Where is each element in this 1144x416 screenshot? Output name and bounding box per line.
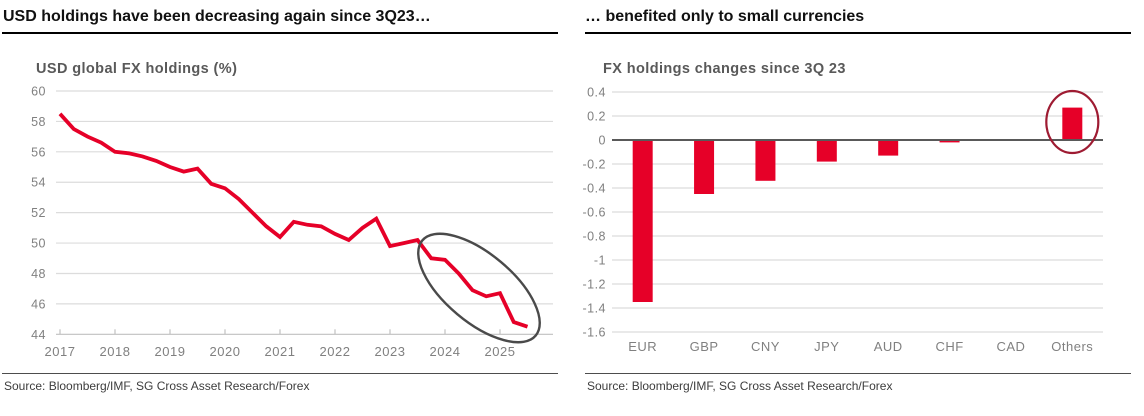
x-axis-category-label: GBP bbox=[690, 339, 719, 354]
y-axis-tick-label: 0.4 bbox=[587, 86, 606, 100]
right-chart-panel: … benefited only to small currencies FX … bbox=[572, 0, 1144, 416]
y-axis-tick-label: -0.8 bbox=[582, 230, 606, 244]
y-axis-tick-label: -1.6 bbox=[582, 326, 606, 340]
left-source-note: Source: Bloomberg/IMF, SG Cross Asset Re… bbox=[4, 379, 310, 393]
y-axis-tick-label: 0.2 bbox=[587, 110, 606, 124]
x-axis-tick-label: 2025 bbox=[485, 344, 516, 359]
x-axis-category-label: AUD bbox=[874, 339, 903, 354]
x-axis-category-label: CHF bbox=[935, 339, 963, 354]
x-axis-category-label: CAD bbox=[996, 339, 1025, 354]
usd-holdings-series-line bbox=[58, 112, 529, 329]
others-highlight-ellipse bbox=[1045, 89, 1100, 155]
y-axis-tick-label: 50 bbox=[31, 237, 46, 251]
x-axis-tick-label: 2024 bbox=[430, 344, 461, 359]
fx-changes-bar-chart: 0.4 0.2 0 -0.2 -0.4 -0.6 -0.8 -1 -1.2 -1.4 -1.6 EUR… bbox=[582, 86, 1103, 354]
bar-jpy bbox=[816, 140, 837, 162]
x-axis-category-label: EUR bbox=[628, 339, 657, 354]
line-chart-title: USD global FX holdings (%) bbox=[36, 61, 238, 77]
left-chart-panel: USD holdings have been decreasing again … bbox=[2, 8, 558, 393]
right-source-note: Source: Bloomberg/IMF, SG Cross Asset Re… bbox=[587, 379, 893, 393]
y-axis-tick-label: 54 bbox=[31, 176, 46, 190]
y-axis-tick-label: -0.4 bbox=[582, 182, 606, 196]
y-axis-tick-label: -0.6 bbox=[582, 206, 606, 220]
y-axis-tick-label: 58 bbox=[31, 115, 46, 129]
y-axis-tick-label: 0 bbox=[599, 134, 606, 148]
x-axis-tick-label: 2021 bbox=[265, 344, 296, 359]
y-axis-tick-label: -1.2 bbox=[582, 278, 606, 292]
y-axis-tick-label: -0.2 bbox=[582, 158, 606, 172]
x-axis-tick-label: 2018 bbox=[100, 344, 131, 359]
y-axis-tick-label: 46 bbox=[31, 297, 46, 311]
x-axis-tick-label: 2022 bbox=[320, 344, 351, 359]
bar-others bbox=[1062, 107, 1083, 140]
y-axis-tick-label: -1.4 bbox=[582, 302, 606, 316]
x-axis-tick-label: 2023 bbox=[375, 344, 406, 359]
left-source-divider bbox=[2, 373, 558, 374]
y-axis-tick-label: 56 bbox=[31, 145, 46, 159]
left-panel-heading: USD holdings have been decreasing again … bbox=[3, 8, 431, 25]
bar-cny bbox=[755, 140, 776, 181]
x-axis-category-label: JPY bbox=[814, 339, 839, 354]
x-axis-category-label: Others bbox=[1051, 339, 1093, 354]
decline-highlight-ellipse bbox=[417, 232, 541, 344]
bar-chart-title: FX holdings changes since 3Q 23 bbox=[603, 61, 846, 77]
y-axis-tick-label: 52 bbox=[31, 206, 46, 220]
bar-chf bbox=[939, 140, 960, 143]
bar-aud bbox=[878, 140, 899, 156]
x-axis-category-label: CNY bbox=[751, 339, 780, 354]
y-axis-tick-label: 60 bbox=[31, 85, 46, 99]
left-heading-underline bbox=[2, 32, 558, 34]
right-source-divider bbox=[585, 373, 1131, 374]
y-axis-tick-label: -1 bbox=[594, 254, 606, 268]
y-axis-tick-label: 48 bbox=[31, 267, 46, 281]
x-axis-tick-label: 2017 bbox=[45, 344, 76, 359]
right-panel-heading: … benefited only to small currencies bbox=[585, 8, 865, 25]
bar-eur bbox=[632, 140, 653, 302]
bar-gbp bbox=[694, 140, 715, 194]
x-axis-tick-label: 2020 bbox=[210, 344, 241, 359]
y-axis-tick-label: 44 bbox=[31, 328, 46, 342]
usd-holdings-line-chart: 60 58 56 54 52 50 48 46 44 2017 2018 2019 2020 2021 20… bbox=[31, 85, 553, 359]
x-axis-tick-label: 2019 bbox=[155, 344, 186, 359]
right-heading-underline bbox=[585, 32, 1131, 34]
